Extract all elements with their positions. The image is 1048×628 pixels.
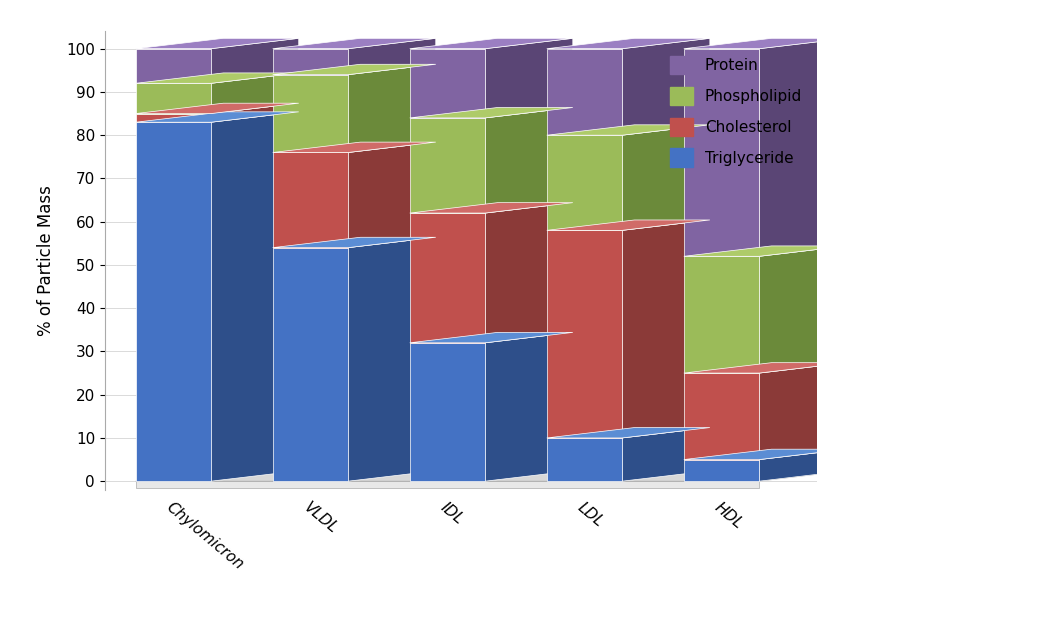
Polygon shape — [547, 438, 623, 481]
Polygon shape — [485, 332, 573, 481]
Legend: Protein, Phospholipid, Cholesterol, Triglyceride: Protein, Phospholipid, Cholesterol, Trig… — [662, 48, 810, 175]
Polygon shape — [623, 428, 709, 481]
Polygon shape — [272, 153, 348, 247]
Polygon shape — [135, 38, 299, 49]
Polygon shape — [348, 142, 436, 247]
Polygon shape — [683, 246, 847, 256]
Polygon shape — [348, 64, 436, 153]
Polygon shape — [410, 38, 573, 49]
Polygon shape — [135, 84, 211, 114]
Polygon shape — [272, 64, 436, 75]
Polygon shape — [272, 75, 348, 153]
Polygon shape — [683, 363, 847, 373]
Polygon shape — [272, 38, 436, 49]
Polygon shape — [547, 230, 623, 438]
Polygon shape — [410, 118, 485, 213]
Polygon shape — [547, 135, 623, 230]
Polygon shape — [485, 38, 573, 118]
Polygon shape — [135, 122, 211, 481]
Polygon shape — [410, 343, 485, 481]
Polygon shape — [485, 107, 573, 213]
Polygon shape — [623, 125, 709, 230]
Polygon shape — [348, 38, 436, 75]
Polygon shape — [135, 103, 299, 114]
Polygon shape — [547, 428, 709, 438]
Polygon shape — [759, 246, 847, 373]
Polygon shape — [410, 107, 573, 118]
Polygon shape — [272, 49, 348, 75]
Polygon shape — [547, 38, 709, 49]
Polygon shape — [135, 73, 299, 84]
Polygon shape — [623, 38, 709, 135]
Polygon shape — [683, 38, 847, 49]
Polygon shape — [135, 481, 759, 488]
Polygon shape — [348, 237, 436, 481]
Polygon shape — [683, 256, 759, 373]
Polygon shape — [683, 449, 847, 460]
Polygon shape — [683, 460, 759, 481]
Polygon shape — [135, 471, 847, 481]
Polygon shape — [272, 247, 348, 481]
Polygon shape — [410, 203, 573, 213]
Polygon shape — [623, 220, 709, 438]
Polygon shape — [410, 213, 485, 343]
Polygon shape — [683, 373, 759, 460]
Polygon shape — [547, 49, 623, 135]
Polygon shape — [135, 112, 299, 122]
Polygon shape — [410, 49, 485, 118]
Polygon shape — [759, 449, 847, 481]
Polygon shape — [211, 73, 299, 114]
Polygon shape — [272, 142, 436, 153]
Polygon shape — [410, 332, 573, 343]
Polygon shape — [272, 237, 436, 247]
Polygon shape — [485, 203, 573, 343]
Polygon shape — [135, 49, 211, 84]
Polygon shape — [547, 220, 709, 230]
Polygon shape — [135, 114, 211, 122]
Polygon shape — [759, 38, 847, 256]
Polygon shape — [683, 49, 759, 256]
Y-axis label: % of Particle Mass: % of Particle Mass — [37, 185, 56, 336]
Polygon shape — [759, 363, 847, 460]
Polygon shape — [211, 112, 299, 481]
Polygon shape — [547, 125, 709, 135]
Polygon shape — [211, 38, 299, 84]
Polygon shape — [211, 103, 299, 122]
